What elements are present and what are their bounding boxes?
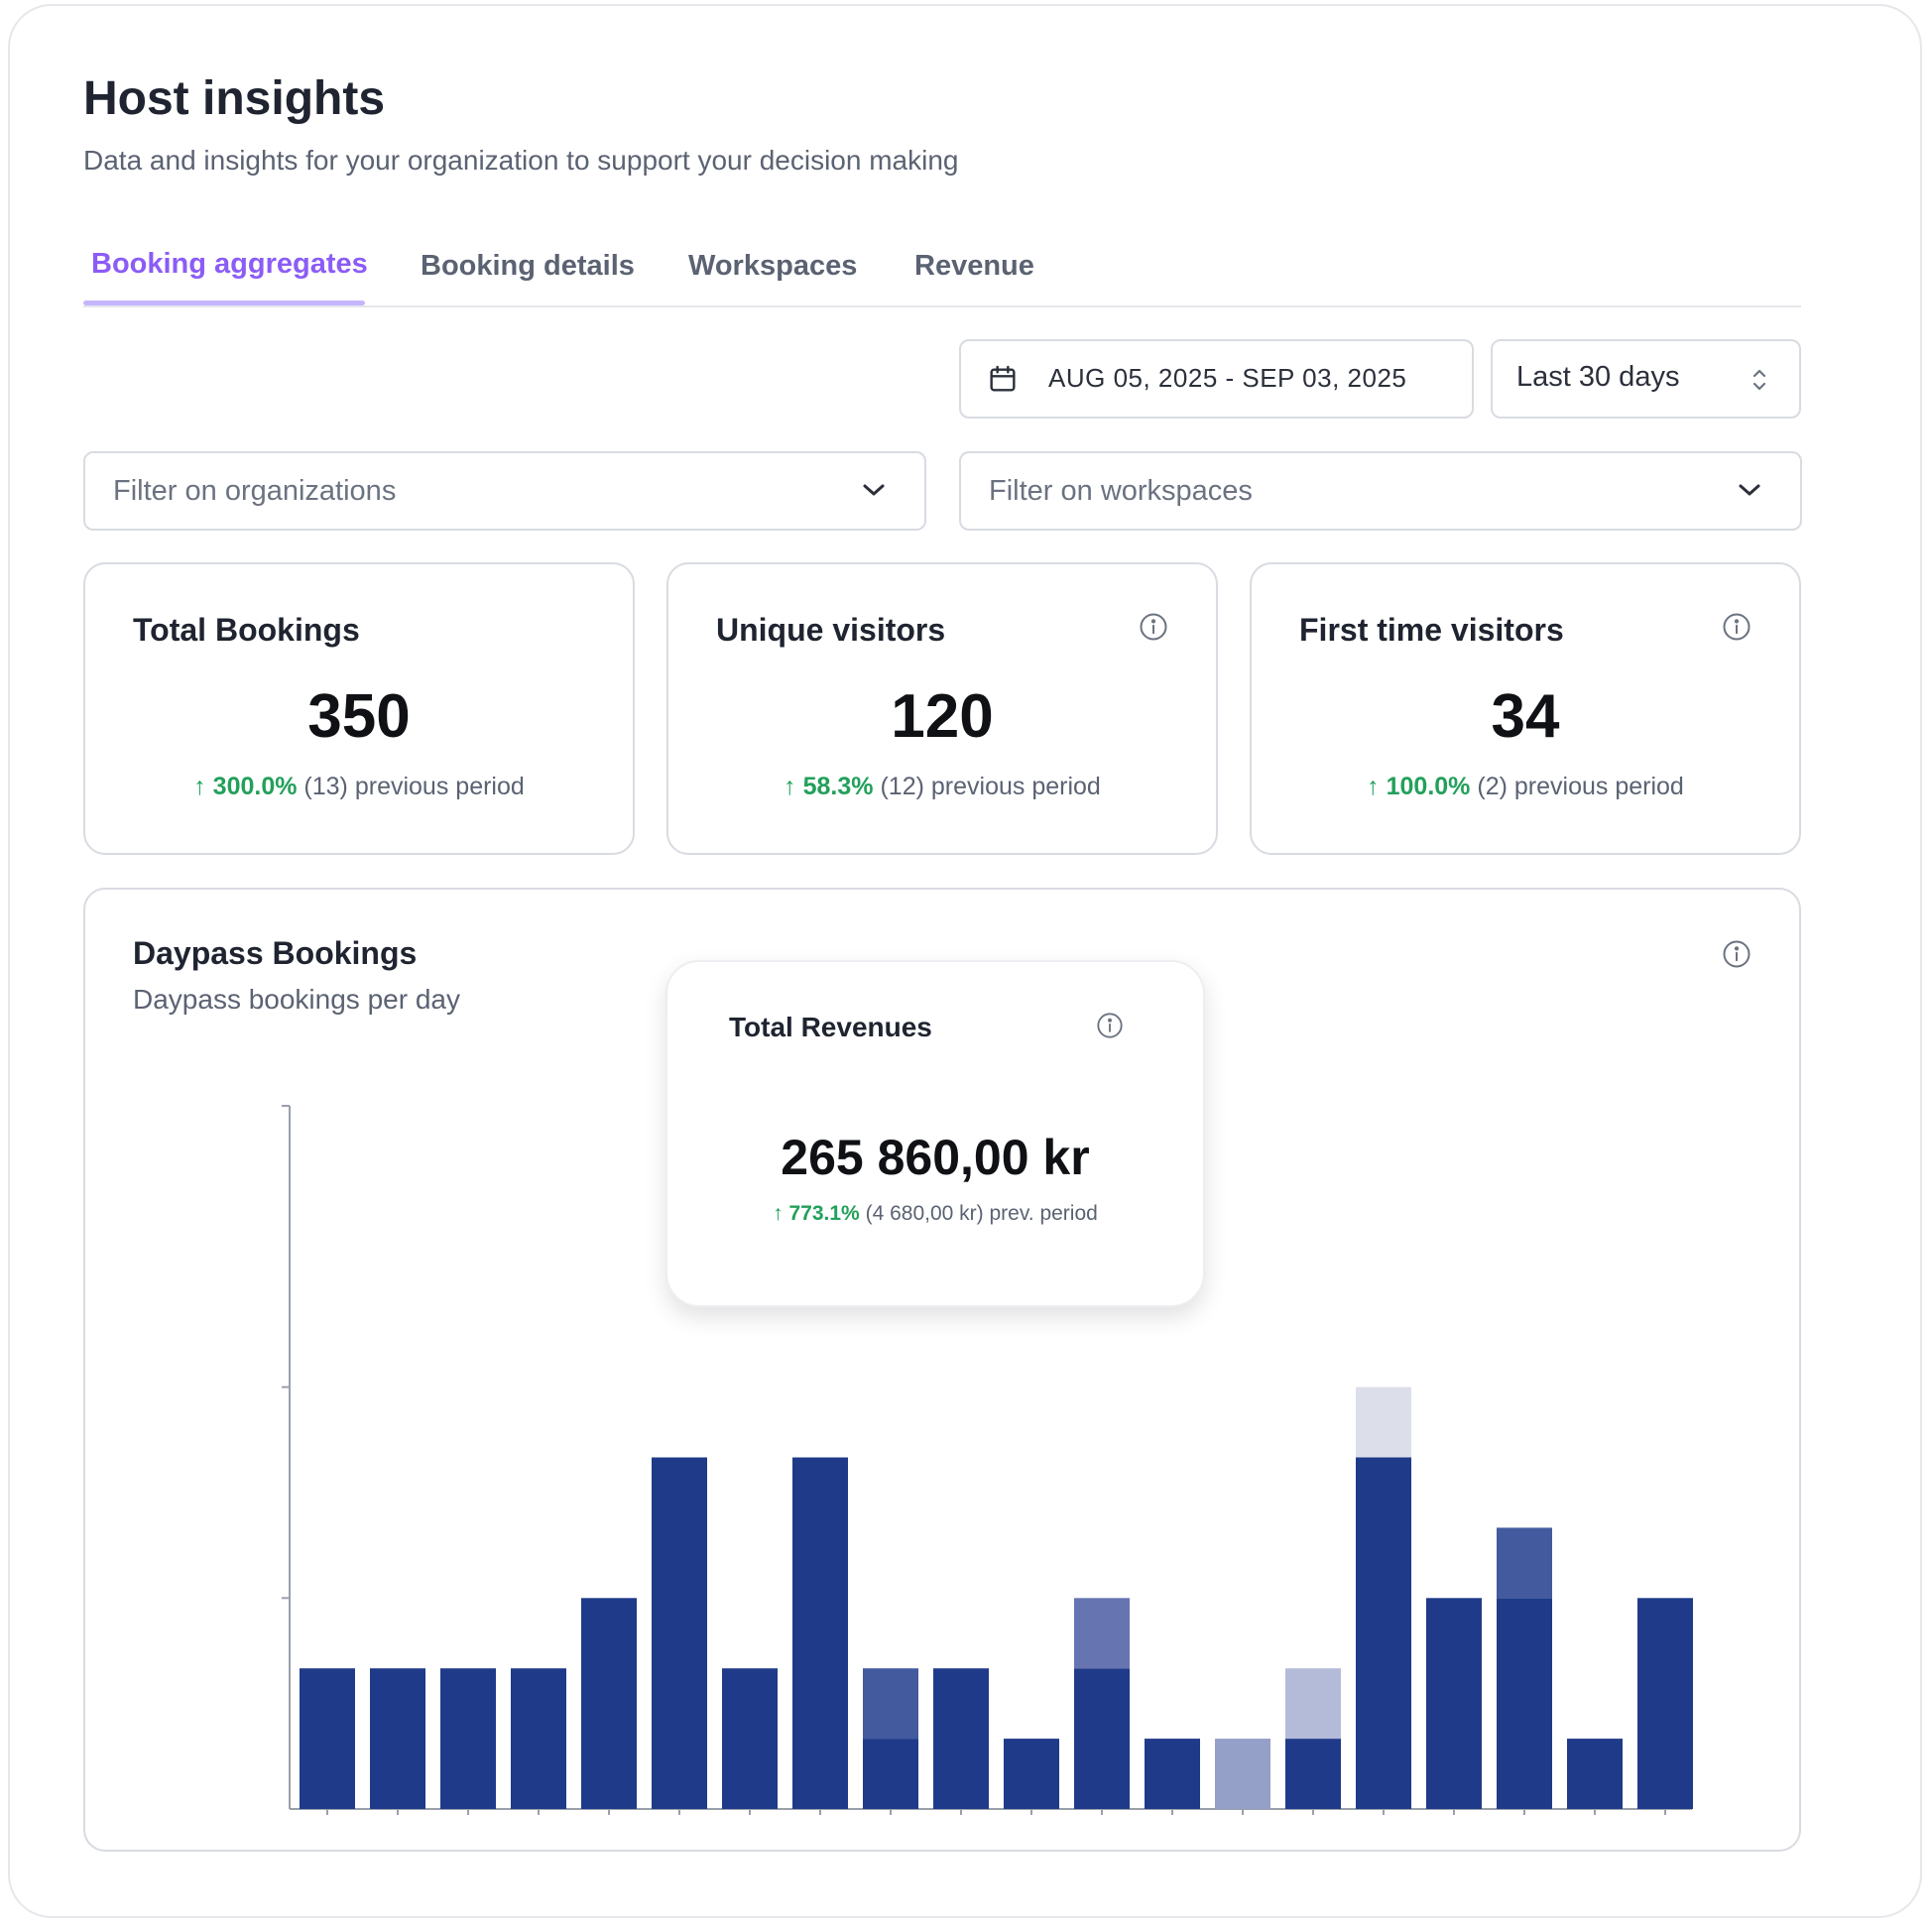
page-title: Host insights [83, 72, 386, 125]
stat-change-pct: 300.0% [212, 773, 298, 800]
bar-segment[interactable] [440, 1668, 496, 1809]
bar-segment[interactable] [1285, 1668, 1341, 1740]
tab-booking-details[interactable]: Booking details [421, 250, 635, 282]
stat-prev-value: (2) [1477, 773, 1508, 800]
organizations-filter-placeholder: Filter on organizations [113, 475, 397, 507]
stat-prev-value: (12) [880, 773, 924, 800]
bar-segment[interactable] [1497, 1598, 1552, 1809]
bar-segment[interactable] [863, 1668, 918, 1740]
stat-change: ↑ 58.3% (12) previous period [668, 773, 1216, 801]
bar-segment[interactable] [933, 1668, 989, 1809]
page-subtitle: Data and insights for your organization … [83, 145, 959, 176]
stat-card-total-bookings: Total Bookings 350 ↑ 300.0% (13) previou… [83, 562, 635, 855]
arrow-up-icon: ↑ [784, 773, 796, 800]
stat-value: 350 [307, 682, 411, 751]
bar-segment[interactable] [511, 1668, 566, 1809]
workspaces-filter[interactable]: Filter on workspaces [959, 451, 1802, 531]
tabs-divider [83, 305, 1801, 307]
chart-subtitle: Daypass bookings per day [133, 984, 460, 1015]
range-select[interactable]: Last 30 days [1491, 339, 1801, 419]
bar-segment[interactable] [1074, 1598, 1130, 1669]
stat-card-unique-visitors: Unique visitors 120 ↑ 58.3% (12) previou… [666, 562, 1218, 855]
stat-prev-label: previous period [1513, 773, 1684, 800]
revenue-title: Total Revenues [729, 1012, 932, 1042]
arrow-up-icon: ↑ [193, 773, 206, 800]
bar-segment[interactable] [1356, 1386, 1411, 1458]
revenue-value: 265 860,00 kr [781, 1130, 1090, 1185]
arrow-up-icon: ↑ [773, 1202, 784, 1225]
bar-segment[interactable] [1497, 1527, 1552, 1599]
chevron-down-icon [861, 481, 887, 504]
bar-segment[interactable] [722, 1668, 778, 1809]
bar-segment[interactable] [792, 1457, 848, 1810]
bar-segment[interactable] [300, 1668, 355, 1809]
tab-workspaces[interactable]: Workspaces [688, 250, 858, 282]
total-revenues-card: Total Revenues 265 860,00 kr ↑ 773.1% (4… [665, 960, 1205, 1307]
bar-segment[interactable] [863, 1739, 918, 1809]
stat-title: Total Bookings [133, 612, 360, 648]
stat-change: ↑ 300.0% (13) previous period [85, 773, 633, 801]
stat-change: ↑ 100.0% (2) previous period [1252, 773, 1799, 801]
info-icon[interactable] [1722, 612, 1751, 647]
active-tab-indicator [83, 301, 365, 305]
date-range-text: AUG 05, 2025 - SEP 03, 2025 [1048, 363, 1407, 393]
bar-segment[interactable] [1285, 1739, 1341, 1809]
stat-title: First time visitors [1299, 612, 1564, 648]
calendar-icon [987, 363, 1019, 400]
revenue-prev-value: (4 680,00 kr) [865, 1202, 984, 1225]
range-select-value: Last 30 days [1516, 361, 1680, 393]
revenue-prev-label: prev. period [989, 1202, 1098, 1225]
stat-value: 120 [891, 682, 994, 751]
date-range-picker[interactable]: AUG 05, 2025 - SEP 03, 2025 [959, 339, 1474, 419]
organizations-filter[interactable]: Filter on organizations [83, 451, 926, 531]
stat-change-pct: 58.3% [802, 773, 874, 800]
bar-segment[interactable] [1004, 1739, 1059, 1809]
bar-segment[interactable] [581, 1598, 637, 1809]
bar-segment[interactable] [1637, 1598, 1693, 1809]
stat-title: Unique visitors [716, 612, 946, 648]
chevron-up-down-icon [1750, 365, 1769, 400]
info-icon[interactable] [1096, 1012, 1124, 1044]
stat-prev-value: (13) [303, 773, 348, 800]
revenue-change: ↑ 773.1% (4 680,00 kr) prev. period [667, 1202, 1203, 1226]
bar-segment[interactable] [1426, 1598, 1482, 1809]
bar-segment[interactable] [652, 1457, 707, 1810]
stat-value: 34 [1491, 682, 1560, 751]
chart-title: Daypass Bookings [133, 935, 418, 971]
stat-card-first-time-visitors: First time visitors 34 ↑ 100.0% (2) prev… [1250, 562, 1801, 855]
bar-segment[interactable] [1356, 1457, 1411, 1810]
stat-change-pct: 100.0% [1386, 773, 1471, 800]
bar-segment[interactable] [1215, 1739, 1270, 1809]
bar-segment[interactable] [370, 1668, 425, 1809]
bar-segment[interactable] [1145, 1739, 1200, 1809]
info-icon[interactable] [1722, 939, 1751, 974]
workspaces-filter-placeholder: Filter on workspaces [989, 475, 1253, 507]
tab-booking-aggregates[interactable]: Booking aggregates [91, 248, 368, 280]
revenue-change-pct: 773.1% [788, 1202, 860, 1225]
chevron-down-icon [1737, 481, 1762, 504]
arrow-up-icon: ↑ [1367, 773, 1380, 800]
stat-prev-label: previous period [354, 773, 525, 800]
bar-segment[interactable] [1567, 1739, 1623, 1809]
tab-revenue[interactable]: Revenue [914, 250, 1034, 282]
info-icon[interactable] [1139, 612, 1168, 647]
stat-prev-label: previous period [930, 773, 1101, 800]
bar-segment[interactable] [1074, 1668, 1130, 1809]
